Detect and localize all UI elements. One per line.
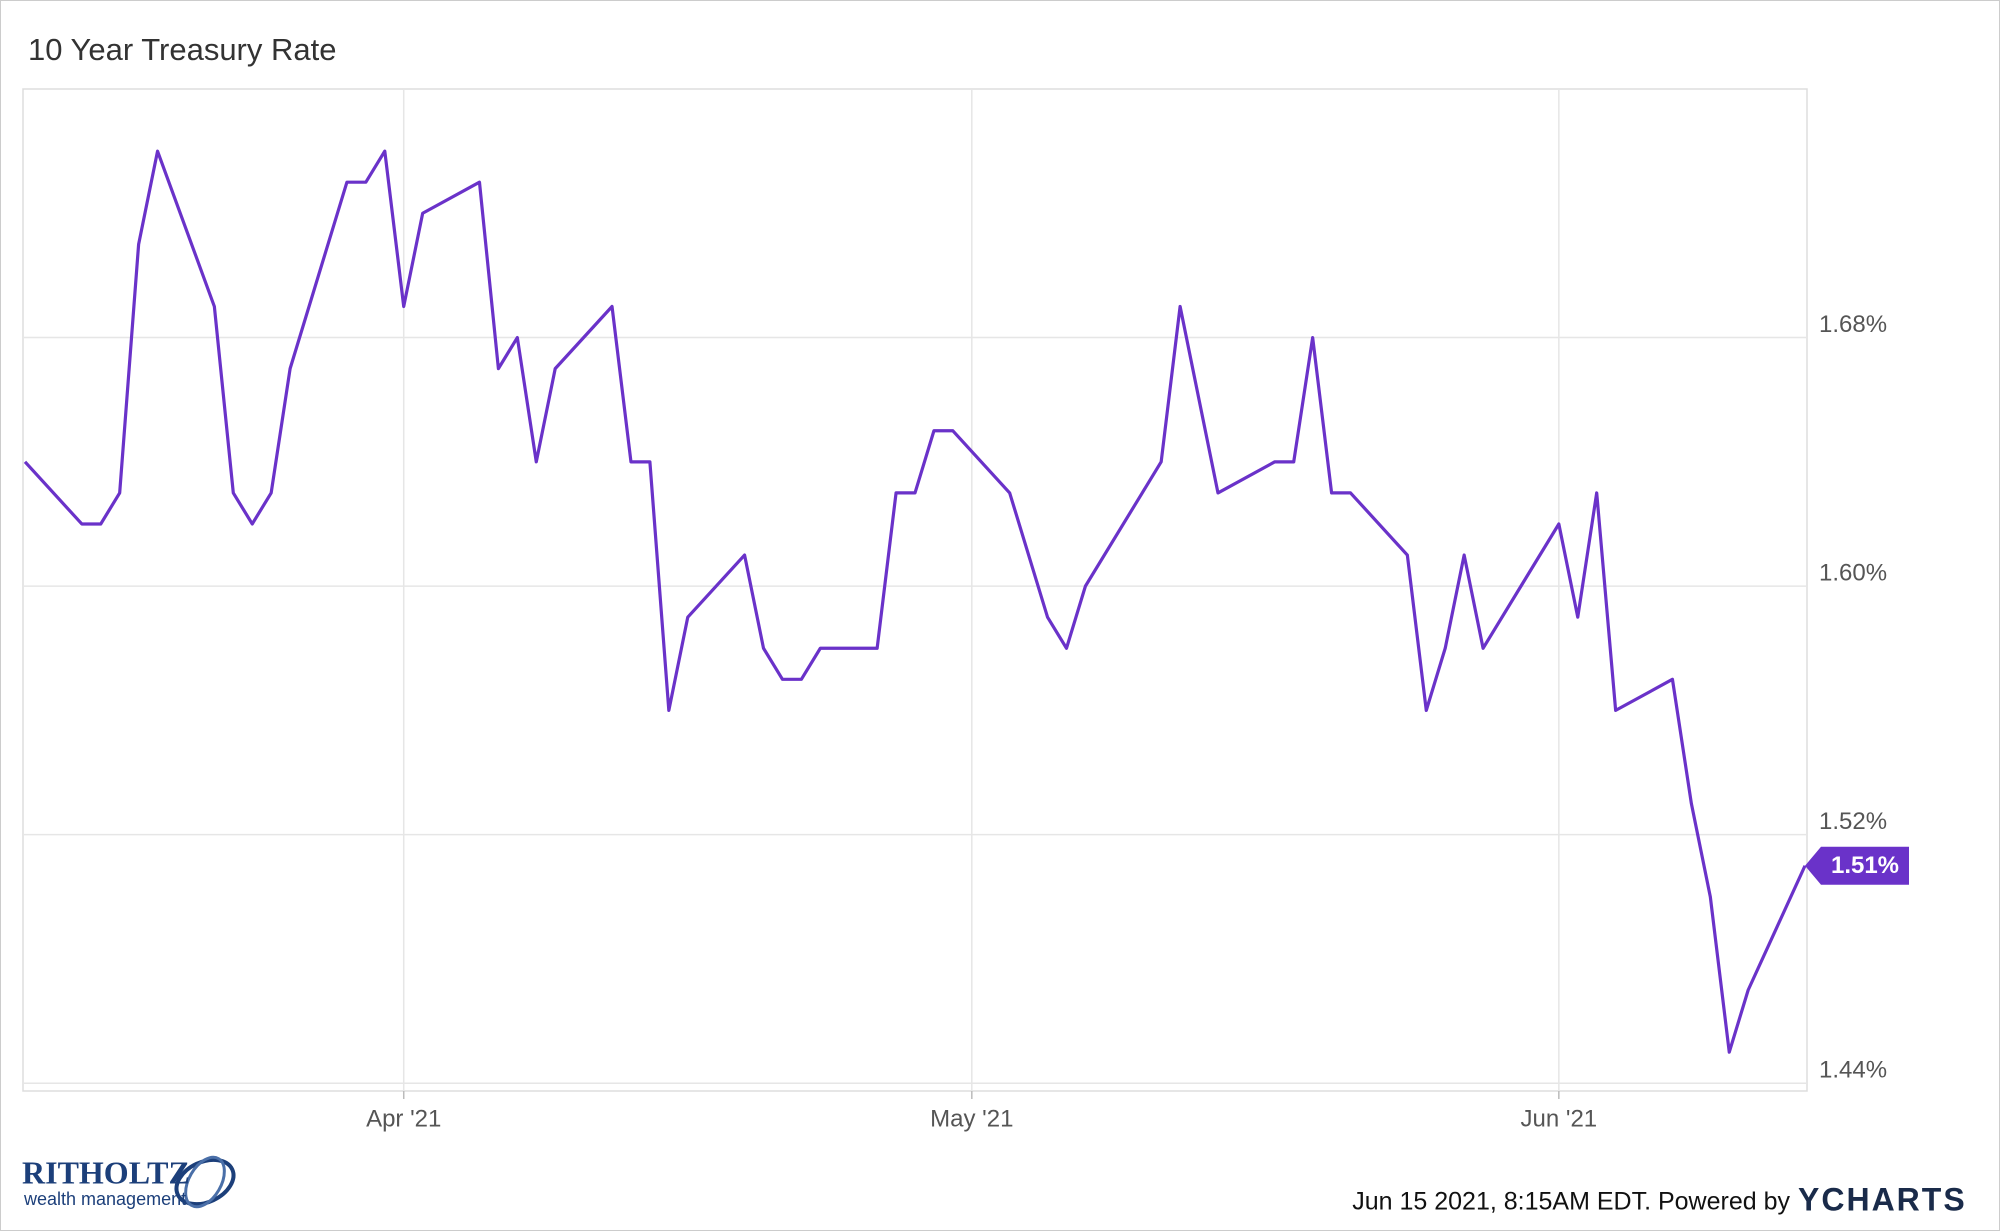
chart-title: 10 Year Treasury Rate <box>28 32 336 67</box>
y-tick-label: 1.60% <box>1819 559 1887 586</box>
value-label: 1.51% <box>1831 852 1899 879</box>
firm-subtitle: wealth management <box>23 1189 186 1209</box>
value-label-box <box>1805 846 1909 885</box>
y-tick-label: 1.52% <box>1819 808 1887 835</box>
firm-name: RITHOLTZ <box>22 1154 190 1190</box>
provider-logo: YCHARTS <box>1798 1181 1967 1217</box>
logo-ring <box>174 1157 236 1207</box>
y-tick-label: 1.44% <box>1819 1057 1887 1084</box>
plot-area <box>22 88 1808 1092</box>
x-tick-label: May '21 <box>930 1105 1013 1132</box>
data-line <box>23 149 1807 1054</box>
y-tick-label: 1.68% <box>1819 311 1887 338</box>
x-tick-label: Apr '21 <box>366 1105 441 1132</box>
timestamp: Jun 15 2021, 8:15AM EDT. Powered by <box>1352 1188 1790 1216</box>
logo-ring <box>184 1155 226 1209</box>
logo: RITHOLTZ wealth management <box>22 1154 236 1209</box>
x-tick-label: Jun '21 <box>1521 1105 1598 1132</box>
